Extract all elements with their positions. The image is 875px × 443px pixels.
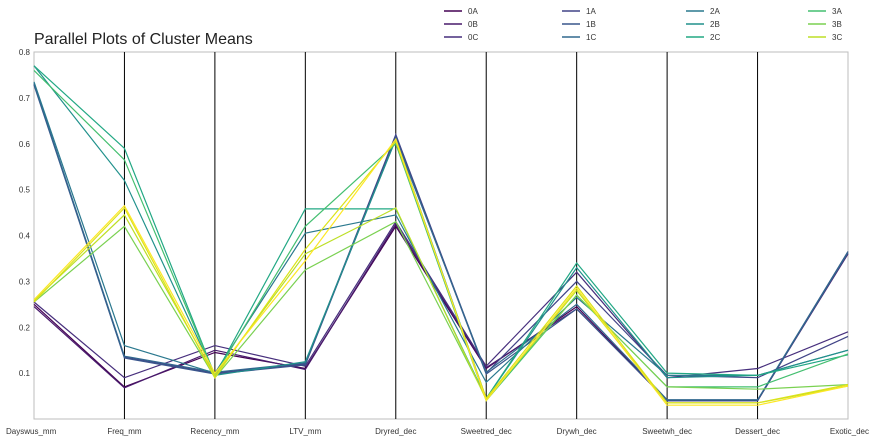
y-tick-label: 0.4 <box>19 232 31 241</box>
x-tick-label: Dayswus_mm <box>6 427 57 436</box>
plot-frame <box>33 51 849 420</box>
legend-label-2A: 2A <box>710 7 720 16</box>
legend-label-0A: 0A <box>468 7 478 16</box>
x-tick-label: Exotic_dec <box>830 427 869 436</box>
series-line-3B <box>33 220 849 400</box>
x-tick-label: Dryred_dec <box>375 427 416 436</box>
y-tick-label: 0.3 <box>19 277 31 286</box>
x-tick-label: Sweetred_dec <box>461 427 512 436</box>
y-tick-label: 0.5 <box>19 186 31 195</box>
legend-label-1B: 1B <box>586 20 596 29</box>
series-line-1C <box>33 83 849 401</box>
series-line-3A <box>33 69 849 402</box>
series-line-2C <box>33 65 849 400</box>
legend-label-0C: 0C <box>468 33 478 42</box>
series-line-1A <box>33 83 849 379</box>
legend: 0A 0B 0C 1A 1B 1C 2A 2B 2C 3A 3B 3C <box>444 7 842 42</box>
series-line-3C <box>33 207 849 404</box>
y-tick-label: 0.8 <box>19 48 31 57</box>
legend-label-0B: 0B <box>468 20 478 29</box>
legend-label-1C: 1C <box>586 33 596 42</box>
series-line-2B <box>33 65 849 400</box>
series-line-unlabeled-13 <box>33 137 849 406</box>
y-tick-label: 0.7 <box>19 94 31 103</box>
legend-label-1A: 1A <box>586 7 596 16</box>
legend-label-2B: 2B <box>710 20 720 29</box>
plot-area: 0.1 0.2 0.3 0.4 0.5 0.6 0.7 0.8 Dayswus_mm Freq_m… <box>6 48 869 436</box>
y-tick-label: 0.2 <box>19 323 31 332</box>
y-tick-label: 0.6 <box>19 140 31 149</box>
legend-label-3A: 3A <box>832 7 842 16</box>
x-tick-label: Recency_mm <box>190 427 239 436</box>
legend-label-3B: 3B <box>832 20 842 29</box>
series-line-0C <box>33 220 849 379</box>
legend-label-2C: 2C <box>710 33 720 42</box>
y-tick-label: 0.1 <box>19 369 31 378</box>
x-tick-label: Dessert_dec <box>735 427 780 436</box>
x-tick-label: LTV_mm <box>289 427 321 436</box>
x-tick-label: Sweetwh_dec <box>642 427 692 436</box>
series-line-1B <box>33 84 849 402</box>
x-tick-label: Freq_mm <box>107 427 142 436</box>
chart-title: Parallel Plots of Cluster Means <box>34 31 253 48</box>
x-tick-label: Drywh_dec <box>557 427 597 436</box>
series-line-2A <box>33 81 849 384</box>
legend-label-3C: 3C <box>832 33 842 42</box>
